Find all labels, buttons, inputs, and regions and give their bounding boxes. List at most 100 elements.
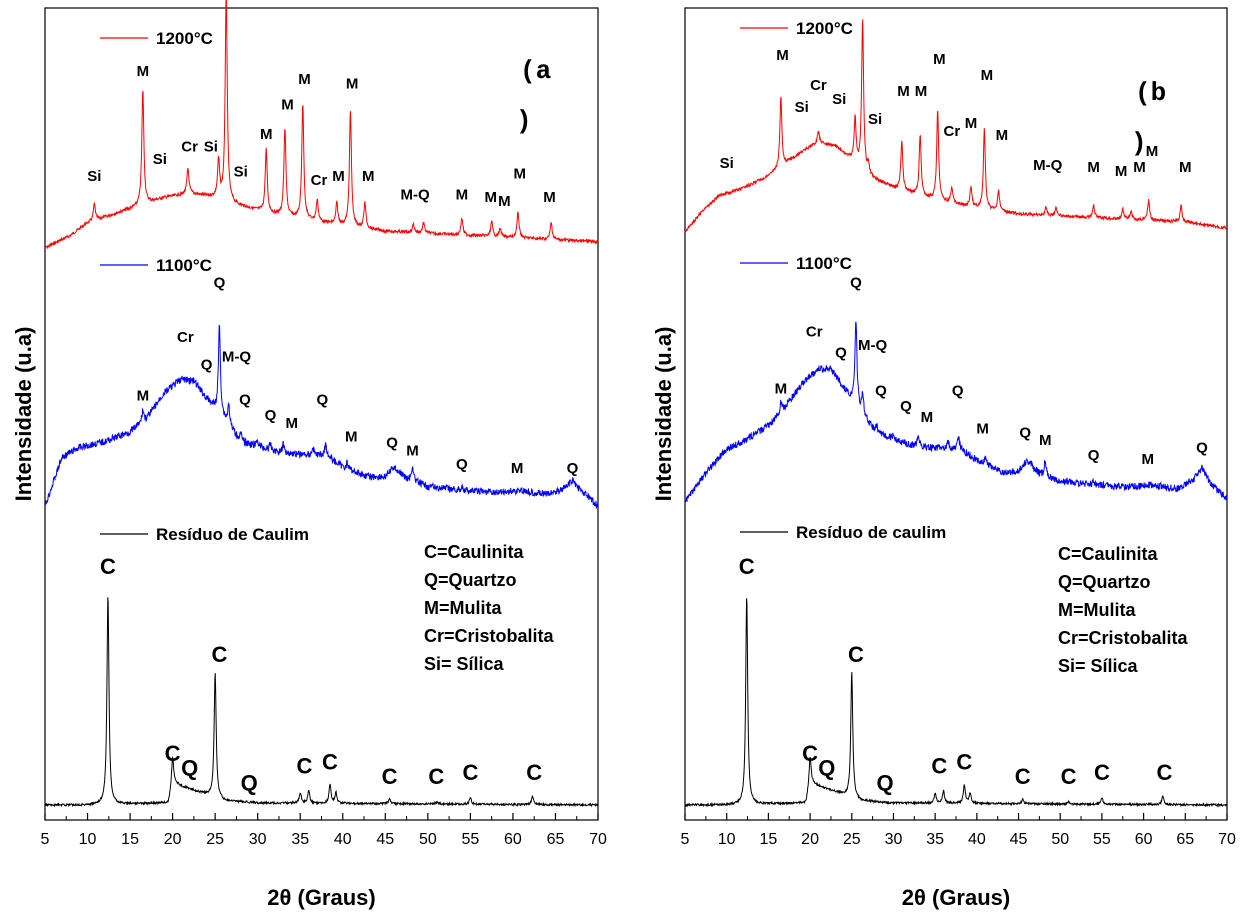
peak-label: C xyxy=(1061,764,1077,789)
x-tick-label: 30 xyxy=(885,831,903,848)
peak-label: M xyxy=(775,381,788,398)
x-tick-label: 65 xyxy=(547,831,565,848)
peak-label: Q xyxy=(456,456,468,473)
peak-label: M-Q xyxy=(858,337,887,354)
peak-label: C xyxy=(1015,764,1031,789)
legend-label: 1100°C xyxy=(156,256,212,275)
phase-key-entry: M=Mulita xyxy=(1058,600,1136,620)
peak-label: M xyxy=(346,75,359,92)
legend-label: Resíduo de caulim xyxy=(796,523,946,542)
legend-label: 1100°C xyxy=(796,254,852,273)
x-tick-label: 65 xyxy=(1176,831,1194,848)
x-tick-label: 15 xyxy=(759,831,777,848)
peak-label: Q xyxy=(241,770,258,795)
peak-label: M xyxy=(897,83,910,100)
peak-label: M xyxy=(981,67,994,84)
peak-label: C xyxy=(848,642,864,667)
peak-label: M xyxy=(543,189,556,206)
phase-key-entry: M=Mulita xyxy=(424,598,502,618)
x-tick-label: 50 xyxy=(1051,831,1069,848)
phase-key-entry: Cr=Cristobalita xyxy=(1058,628,1189,648)
peak-label: M xyxy=(513,166,526,183)
peak-label: Q xyxy=(850,274,862,291)
series-line xyxy=(44,0,599,250)
peak-label: Si xyxy=(868,111,882,128)
peak-label: C xyxy=(322,749,338,774)
legend-label: Resíduo de Caulim xyxy=(156,525,309,544)
peak-label: Q xyxy=(1196,440,1208,457)
peak-label: C xyxy=(802,741,818,766)
peak-label: Q xyxy=(265,407,277,424)
peak-label: Q xyxy=(386,435,398,452)
x-tick-label: 45 xyxy=(1010,831,1028,848)
peak-label: Si xyxy=(234,164,248,181)
peak-label: M xyxy=(406,442,419,459)
x-tick-label: 45 xyxy=(376,831,394,848)
peak-label: M xyxy=(1087,159,1100,176)
phase-key-entry: Si= Sílica xyxy=(1058,656,1139,676)
x-tick-label: 40 xyxy=(334,831,352,848)
peak-label: C xyxy=(428,764,444,789)
x-tick-label: 30 xyxy=(249,831,267,848)
peak-label: Si xyxy=(87,168,101,185)
peak-label: M xyxy=(332,168,345,185)
peak-label: M-Q xyxy=(1033,157,1062,174)
panel-tag: (b xyxy=(1135,78,1166,108)
peak-label: C xyxy=(931,754,947,779)
peak-label: Q xyxy=(567,460,579,477)
peak-label: M-Q xyxy=(400,187,429,204)
peak-label: M-Q xyxy=(222,349,251,366)
panel-a: 5 10 15 20 25 30 35 40 45 50 55 60 65 70 2θ (Graus) Int… xyxy=(11,0,607,910)
peak-label: Q xyxy=(875,383,887,400)
x-tick-label: 5 xyxy=(681,831,690,848)
peak-label: Q xyxy=(239,392,251,409)
peak-label: C xyxy=(462,760,478,785)
x-tick-label: 10 xyxy=(79,831,97,848)
peak-label: C xyxy=(526,760,542,785)
phase-key-entry: Q=Quartzo xyxy=(1058,572,1151,592)
peak-label: Si xyxy=(832,91,846,108)
x-tick-label: 35 xyxy=(291,831,309,848)
peak-label: M xyxy=(137,63,150,80)
peak-label: M xyxy=(1133,159,1146,176)
peak-label: Si xyxy=(204,138,218,155)
x-tick-label: 70 xyxy=(589,831,607,848)
peak-label: M xyxy=(915,83,928,100)
x-tick-label: 70 xyxy=(1218,831,1236,848)
peak-label: C xyxy=(956,749,972,774)
peak-label: M xyxy=(260,126,273,143)
peak-label: C xyxy=(382,764,398,789)
peak-label: M xyxy=(965,115,978,132)
x-tick-label: 10 xyxy=(718,831,736,848)
peak-label: Q xyxy=(900,398,912,415)
peak-label: M xyxy=(1039,432,1052,449)
peak-label: Q xyxy=(818,756,835,781)
peak-label: Q xyxy=(1019,424,1031,441)
x-tick-label: 5 xyxy=(41,831,50,848)
peak-label: Q xyxy=(877,770,894,795)
phase-key-entry: C=Caulinita xyxy=(1058,544,1159,564)
peak-label: M xyxy=(976,421,989,438)
peak-label: M xyxy=(1179,159,1192,176)
peak-label: C xyxy=(739,554,755,579)
panel-tag: (a xyxy=(520,56,551,86)
x-tick-label: 50 xyxy=(419,831,437,848)
y-axis-title: Intensidade (u.a) xyxy=(651,327,676,502)
peak-label: M xyxy=(485,189,498,206)
x-tick-label: 60 xyxy=(504,831,522,848)
peak-label: M xyxy=(345,429,358,446)
panel-tag-close: ) xyxy=(516,106,532,136)
x-tick-label: 55 xyxy=(461,831,479,848)
peak-label: M xyxy=(281,96,294,113)
panel-tag-close: ) xyxy=(1131,128,1147,158)
peak-label: Q xyxy=(317,392,329,409)
peak-label: M xyxy=(285,415,298,432)
peak-label: M xyxy=(996,127,1009,144)
x-tick-label: 55 xyxy=(1093,831,1111,848)
x-axis-title: 2θ (Graus) xyxy=(267,885,375,910)
